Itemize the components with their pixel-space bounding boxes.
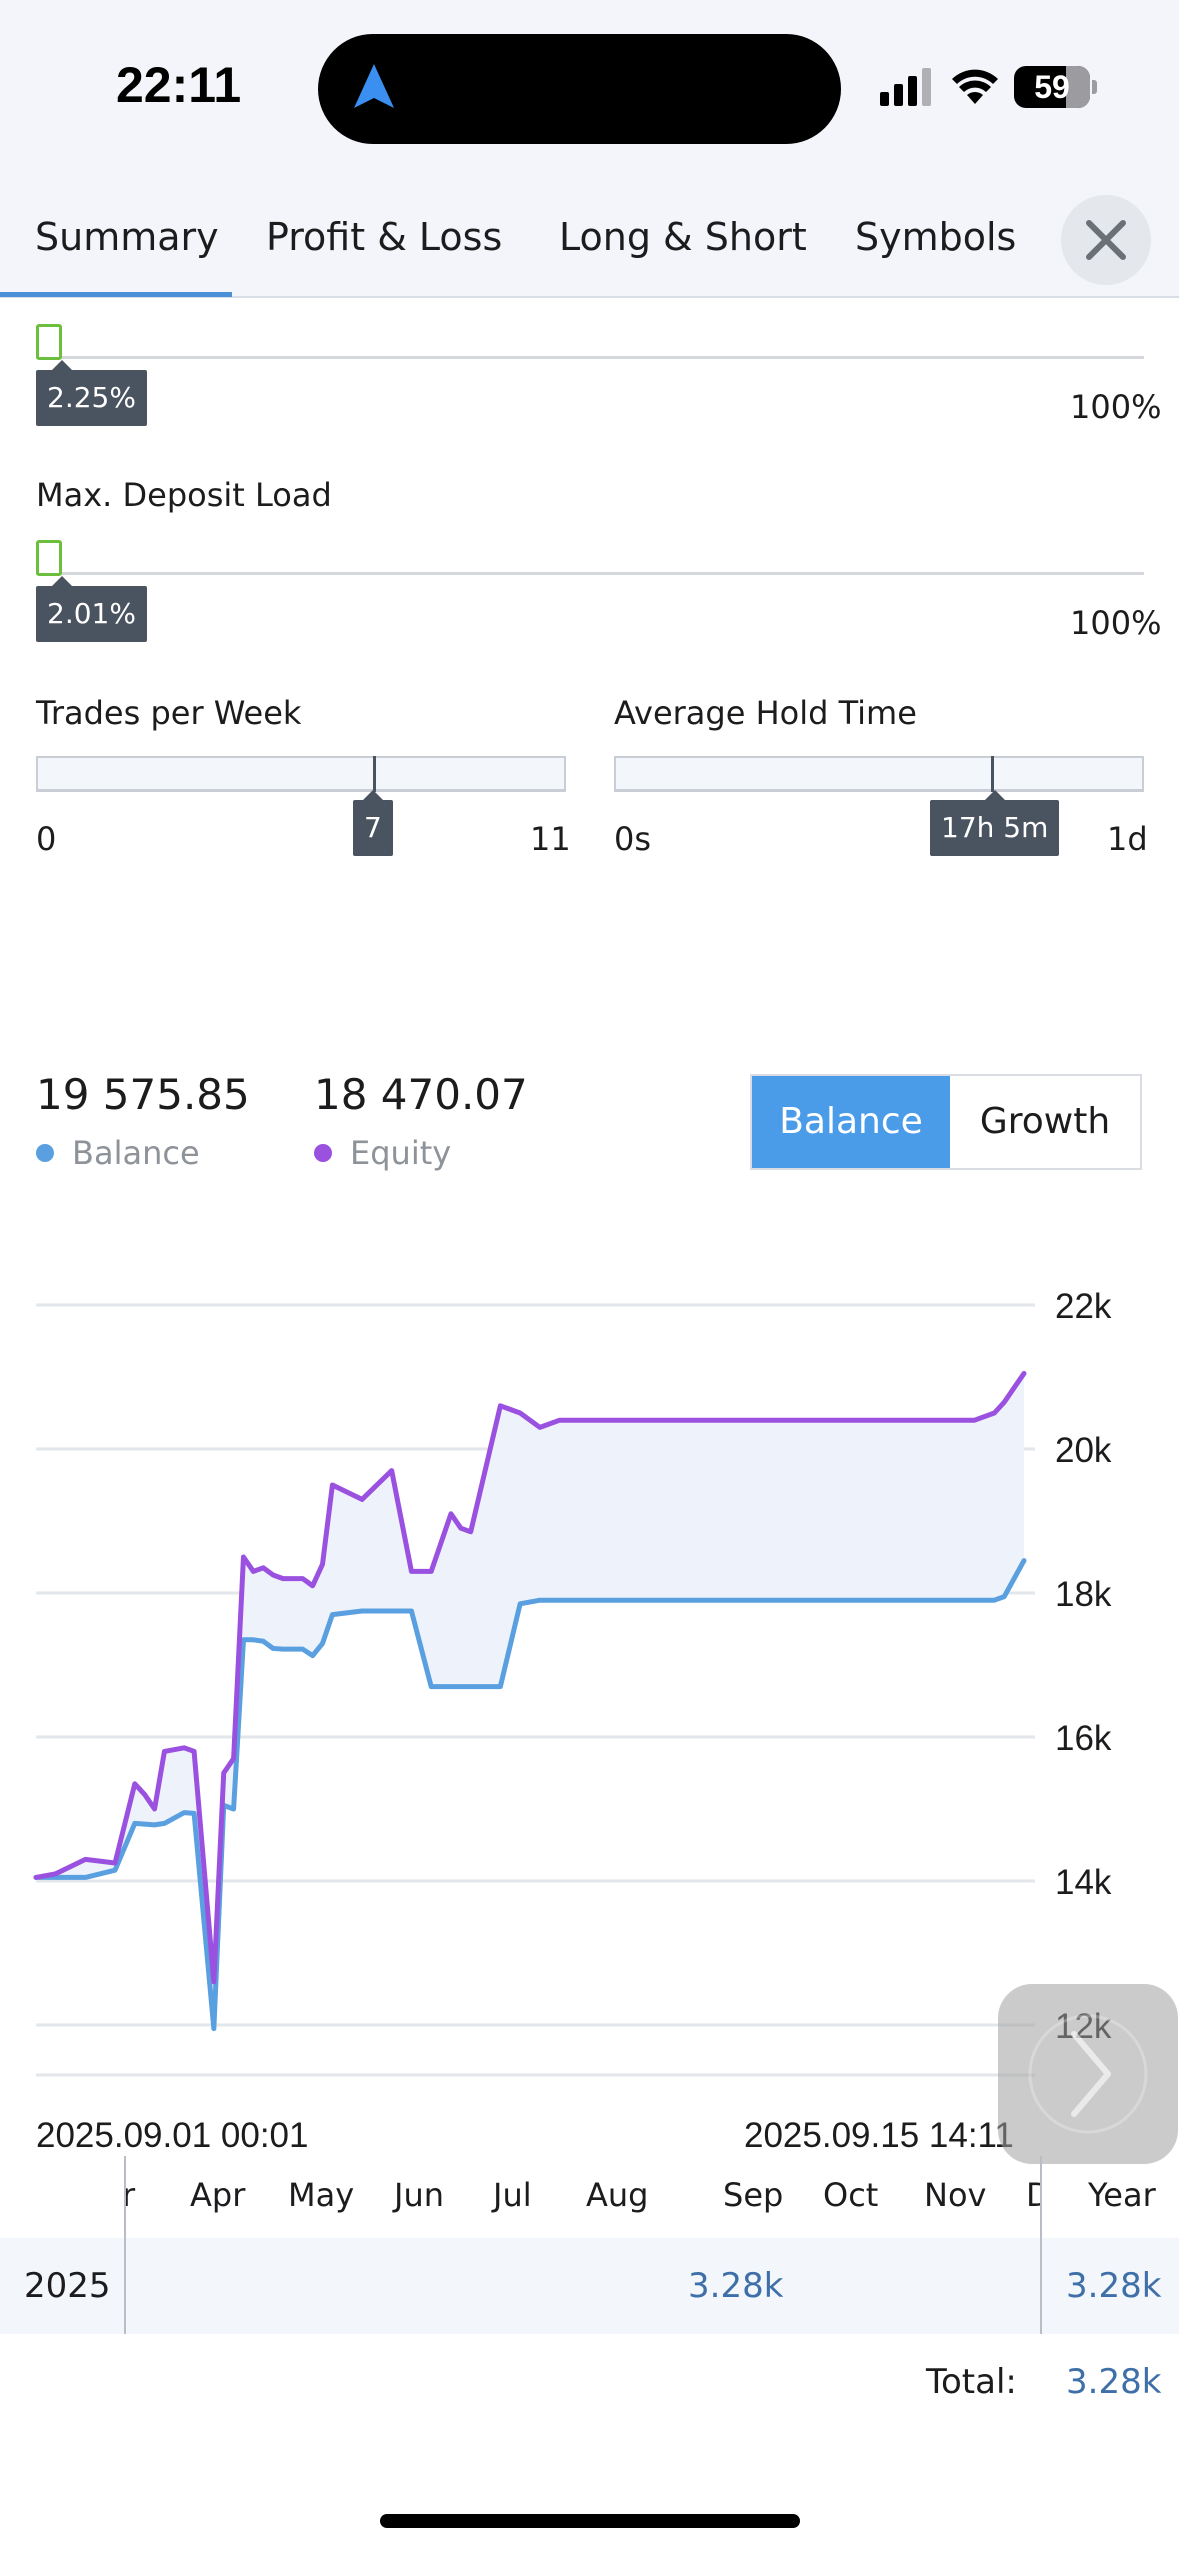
chart-end-date: 2025.09.15 14:11 — [744, 2116, 1014, 2155]
chart-svg: 22k20k18k16k14k12k — [33, 1287, 1112, 2077]
avg-hold-time-bar — [614, 756, 1144, 792]
home-indicator — [380, 2514, 800, 2528]
year-column-header: Year — [1088, 2176, 1156, 2214]
deposit-load-max-label: 100% — [1070, 604, 1162, 642]
balance-legend-label: Balance — [72, 1134, 200, 1172]
trades-per-week-bar — [36, 756, 566, 792]
balance-value: 19 575.85 — [36, 1070, 250, 1119]
equity-dot-icon — [314, 1144, 332, 1162]
load-max-label: 100% — [1070, 388, 1162, 426]
balance-toggle-button[interactable]: Balance — [752, 1076, 950, 1168]
battery-icon: 59 — [1014, 66, 1097, 108]
month-label: Aug — [586, 2176, 649, 2214]
avg-hold-time-title: Average Hold Time — [614, 694, 917, 732]
chevron-right-icon — [1028, 2014, 1148, 2134]
equity-legend: Equity — [314, 1134, 451, 1172]
row-month-value: 3.28k — [688, 2266, 784, 2306]
trades-per-week-title: Trades per Week — [36, 694, 302, 732]
total-label: Total: — [926, 2362, 1017, 2402]
month-label: Jun — [394, 2176, 444, 2214]
total-value: 3.28k — [1066, 2362, 1162, 2402]
y-tick-label: 18k — [1055, 1575, 1112, 1614]
load-slider-marker — [36, 324, 62, 360]
trades-per-week-mark — [373, 756, 376, 792]
balance-legend: Balance — [36, 1134, 200, 1172]
table-divider-right — [1040, 2156, 1042, 2334]
location-arrow-icon — [354, 64, 394, 108]
deposit-load-track — [36, 572, 1144, 575]
year-row: 2025 3.28k 3.28k — [0, 2238, 1179, 2334]
tab-summary[interactable]: Summary — [35, 215, 219, 259]
tab-profit-loss[interactable]: Profit & Loss — [266, 215, 503, 259]
balance-dot-icon — [36, 1144, 54, 1162]
status-time: 22:11 — [116, 57, 242, 113]
avg-hold-time-mark — [991, 756, 994, 792]
battery-level: 59 — [1034, 69, 1070, 105]
chart-start-date: 2025.09.01 00:01 — [36, 2116, 309, 2155]
y-tick-label: 16k — [1055, 1719, 1112, 1758]
month-label: Nov — [924, 2176, 987, 2214]
y-tick-label: 20k — [1055, 1431, 1112, 1470]
avg-hold-time-max: 1d — [1107, 820, 1148, 858]
equity-value: 18 470.07 — [314, 1070, 528, 1119]
avg-hold-time-tooltip: 17h 5m — [930, 790, 1060, 856]
row-year-label: 2025 — [24, 2266, 111, 2306]
growth-toggle-button[interactable]: Growth — [979, 1101, 1111, 1142]
y-tick-label: 14k — [1055, 1863, 1112, 1902]
deposit-load-tooltip: 2.01% — [36, 576, 147, 642]
trades-per-week-tooltip: 7 — [353, 790, 393, 856]
deposit-load-marker — [36, 540, 62, 576]
month-header-row: r Apr May Jun Jul Aug Sep Oct Nov D Year — [0, 2156, 1179, 2236]
month-label: Oct — [823, 2176, 879, 2214]
month-label: May — [288, 2176, 355, 2214]
tab-long-short[interactable]: Long & Short — [559, 215, 807, 259]
deposit-load-title: Max. Deposit Load — [36, 476, 332, 514]
table-divider-left — [124, 2156, 126, 2334]
avg-hold-time-min: 0s — [614, 820, 652, 858]
tab-bar: Summary Profit & Loss Long & Short Symbo… — [0, 170, 1179, 298]
equity-series-line — [33, 1370, 1027, 1985]
balance-series-line — [33, 1558, 1027, 2032]
tab-symbols[interactable]: Symbols — [855, 215, 1017, 259]
status-bar: 22:11 59 — [0, 0, 1179, 170]
month-label: Jul — [493, 2176, 532, 2214]
month-label: Sep — [723, 2176, 784, 2214]
equity-balance-gap-area — [36, 1373, 1024, 2029]
wifi-icon — [952, 69, 998, 104]
load-slider-track — [36, 356, 1144, 359]
equity-legend-label: Equity — [350, 1134, 452, 1172]
trades-per-week-min: 0 — [36, 820, 57, 858]
balance-equity-chart: 22k20k18k16k14k12k — [0, 1240, 1179, 2140]
next-button[interactable] — [998, 1984, 1178, 2164]
chart-mode-toggle: Balance Growth — [750, 1074, 1142, 1170]
row-year-total: 3.28k — [1066, 2266, 1162, 2306]
load-value-tooltip: 2.25% — [36, 360, 147, 426]
month-label: Apr — [190, 2176, 246, 2214]
dynamic-island — [318, 34, 841, 144]
active-tab-indicator — [0, 292, 232, 297]
trades-per-week-max: 11 — [530, 820, 571, 858]
close-button[interactable] — [1061, 195, 1151, 285]
month-label: D — [1026, 2176, 1040, 2214]
close-icon — [1086, 220, 1126, 260]
cellular-signal-icon — [880, 68, 931, 106]
y-tick-label: 22k — [1055, 1287, 1112, 1326]
